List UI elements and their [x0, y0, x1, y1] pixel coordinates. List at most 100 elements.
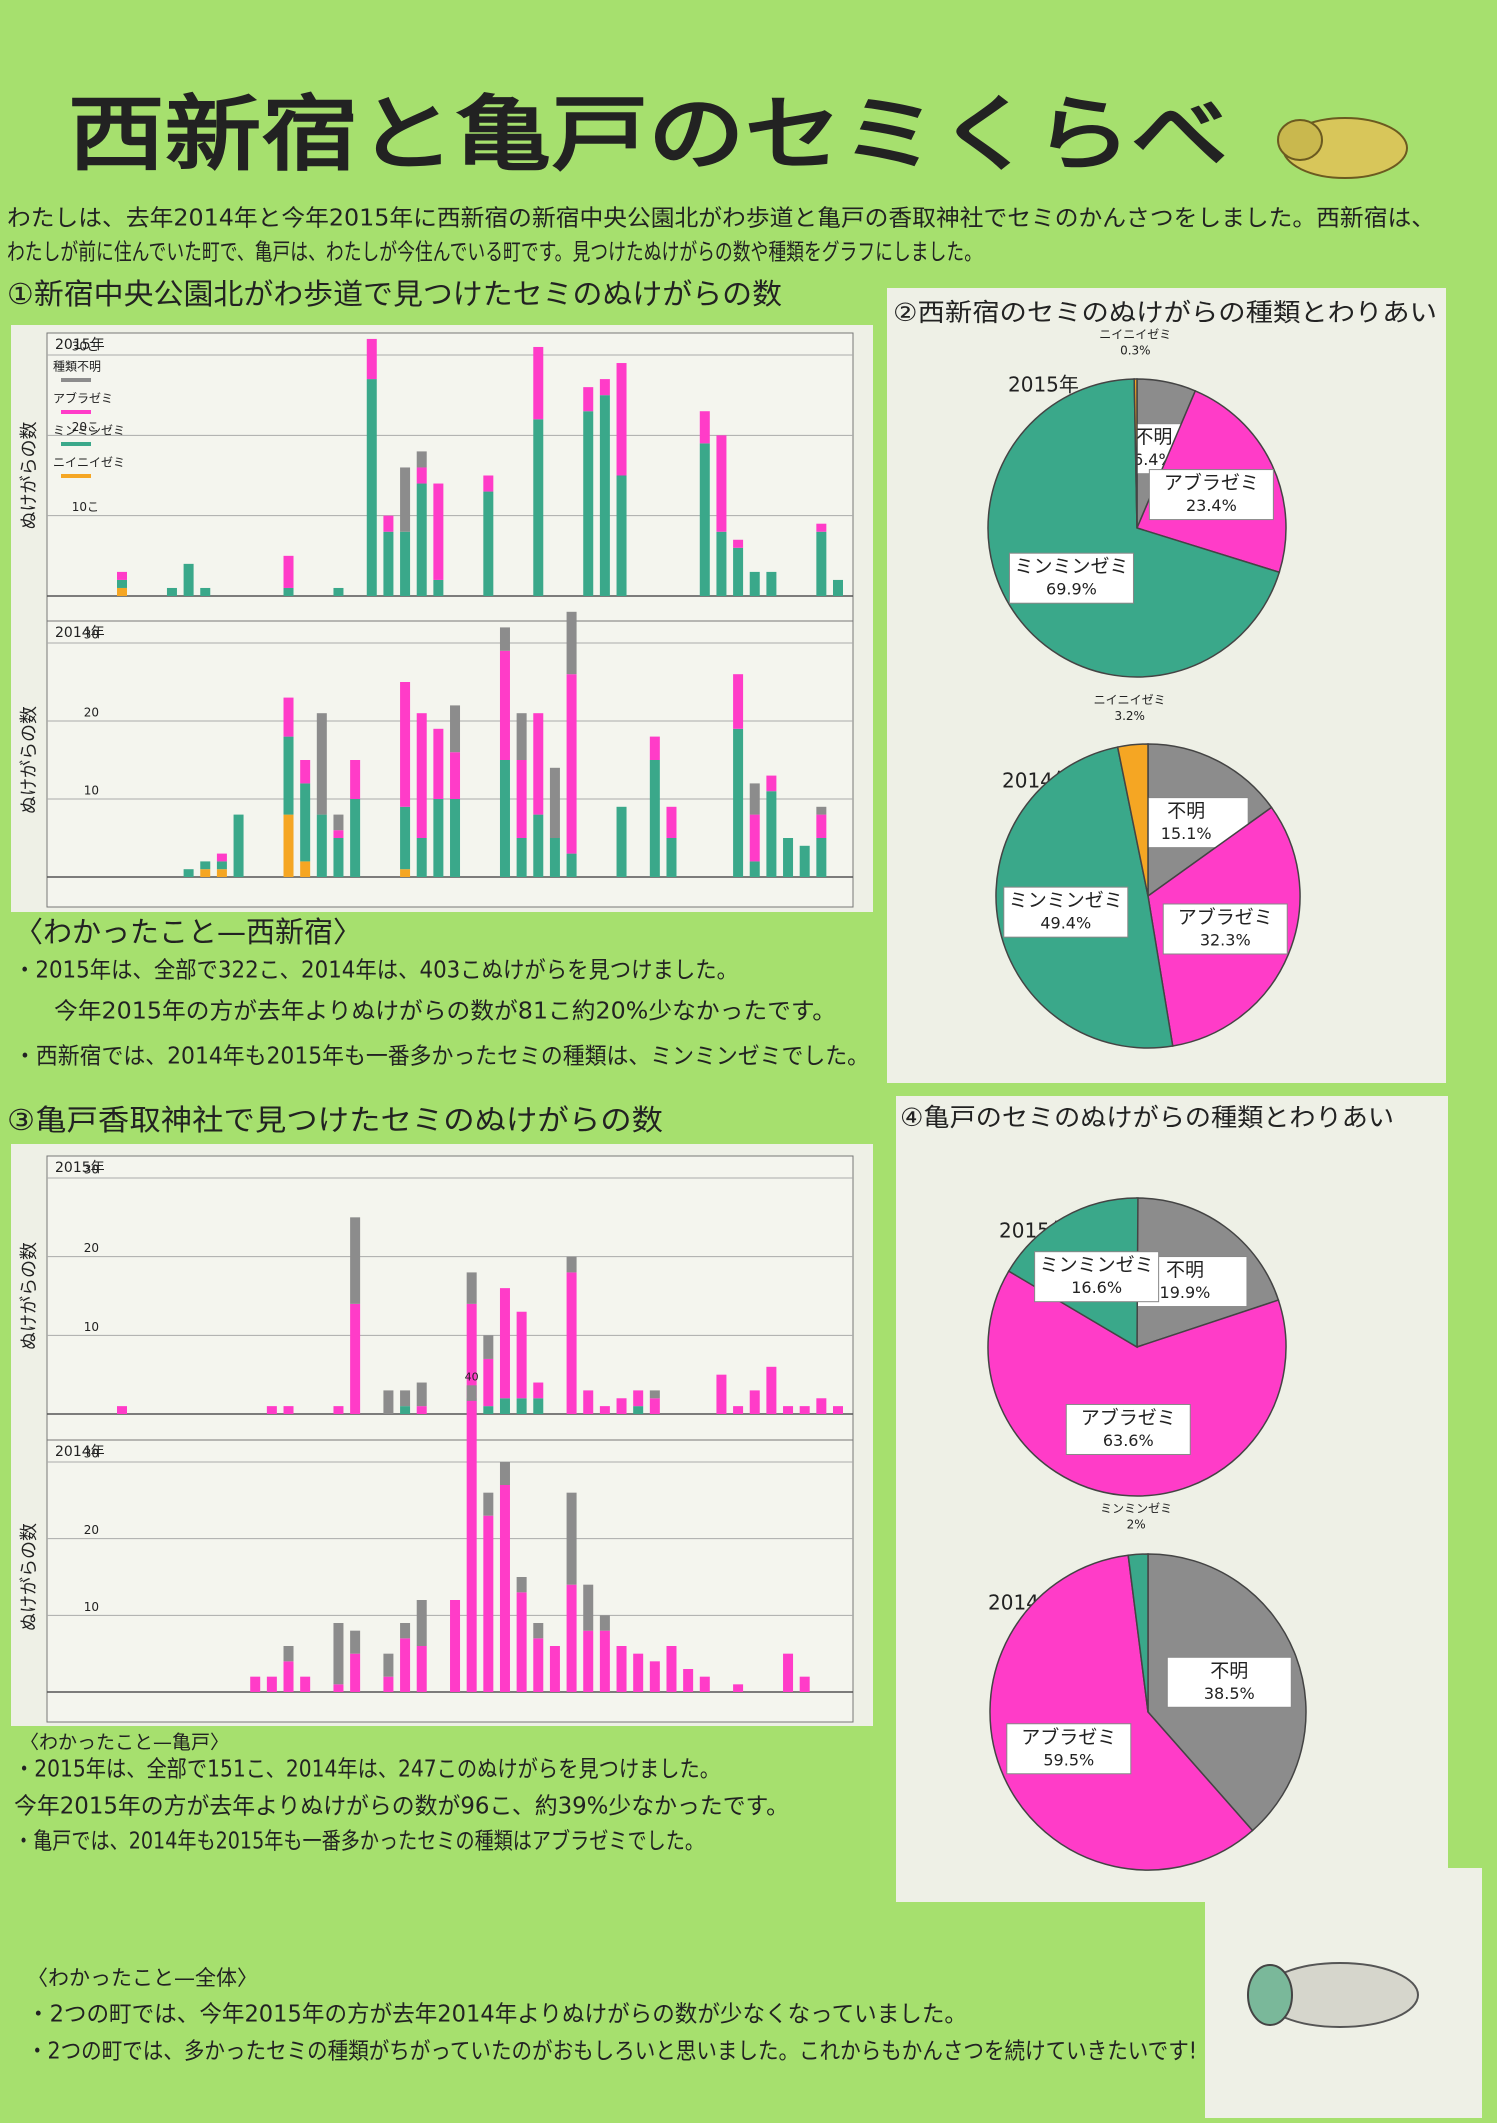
slice-name: ニイニイゼミ — [1094, 693, 1166, 707]
bar-segment — [333, 1623, 344, 1685]
y-tick-label: 10 — [84, 784, 99, 798]
bar-segment — [716, 531, 727, 596]
bar-segment — [533, 1398, 544, 1414]
findings-heading: 〈わかったこと—亀戸〉 — [20, 1732, 229, 1754]
bar-segment — [766, 1366, 777, 1414]
bar-segment — [383, 1653, 394, 1677]
bar-segment — [416, 1382, 427, 1407]
bar-segment — [599, 1630, 610, 1692]
intro-line: わたしは、去年2014年と今年2015年に西新宿の新宿中央公園北がわ歩道と亀戸の… — [7, 206, 1435, 232]
bar-segment — [250, 1676, 261, 1692]
findings-heading: 〈わかったこと—西新宿〉 — [14, 915, 362, 949]
bar-segment — [749, 814, 760, 862]
bar-segment — [616, 363, 627, 476]
bar-segment — [216, 869, 227, 877]
bar-segment — [516, 1398, 527, 1414]
label-box — [1034, 1251, 1160, 1303]
bar-segment — [516, 1592, 527, 1692]
bar-segment — [466, 1303, 477, 1399]
slice-value-label: 38.5% — [1204, 1684, 1255, 1703]
bar-segment — [283, 555, 294, 588]
bar-segment — [516, 1577, 527, 1593]
bar-segment — [816, 838, 827, 877]
bar-segment — [300, 783, 311, 862]
bar-segment — [333, 1684, 344, 1692]
bar-segment — [366, 379, 377, 596]
bar-segment — [649, 1398, 660, 1414]
section-heading: ④亀戸のセミのぬけがらの種類とわりあい — [900, 1103, 1394, 1132]
y-axis-label: ぬけがらの数 — [19, 706, 40, 814]
slice-name: ニイニイゼミ — [1099, 328, 1171, 342]
plot-area — [46, 1439, 854, 1723]
slice-name: アブラゼミ — [1021, 1725, 1116, 1748]
bar-segment — [316, 713, 327, 815]
section-heading: ②西新宿のセミのぬけがらの種類とわりあい — [893, 298, 1437, 327]
slice-value-label: 59.5% — [1043, 1750, 1094, 1769]
section-heading: ③亀戸香取神社で見つけたセミのぬけがらの数 — [7, 1103, 663, 1137]
bar-segment — [450, 1600, 461, 1692]
bar-segment — [400, 531, 411, 596]
bar-segment — [583, 387, 594, 412]
bar-segment — [649, 1661, 660, 1692]
bar-segment — [799, 1676, 810, 1692]
slice-value-label: 3.2% — [1114, 709, 1145, 723]
findings-line: ・西新宿では、2014年も2015年も一番多かったセミの種類は、ミンミンゼミでし… — [14, 1044, 869, 1070]
slice-name: 不明 — [1166, 1259, 1204, 1281]
bar-segment — [499, 1485, 510, 1692]
slice-value-label: 15.1% — [1161, 824, 1212, 843]
y-tick-label: 30こ — [72, 340, 99, 354]
bar-segment — [733, 728, 744, 877]
bar-segment — [266, 1676, 277, 1692]
bar-segment — [816, 1398, 827, 1414]
findings-line: 今年2015年の方が去年よりぬけがらの数が96こ、約39%少なかったです。 — [14, 1794, 789, 1820]
plot-area — [46, 620, 854, 908]
bar-segment — [499, 1288, 510, 1399]
slice-value-label: 0.3% — [1120, 344, 1151, 358]
pie-slice — [1116, 743, 1149, 897]
bar-segment — [483, 475, 494, 492]
bar-segment — [383, 1390, 394, 1414]
bar-segment — [416, 1646, 427, 1692]
bar-segment — [516, 760, 527, 838]
bar-segment — [499, 1398, 510, 1414]
bar-segment — [633, 1406, 644, 1414]
bar-segment — [483, 1335, 494, 1359]
bar-segment — [333, 838, 344, 877]
bar-segment — [350, 760, 361, 799]
bar-segment — [400, 467, 411, 532]
bar-segment — [333, 814, 344, 831]
findings-heading: 〈わかったこと—全体〉 — [27, 1966, 258, 1990]
label-box — [1008, 552, 1134, 604]
legend-label: ニイニイゼミ — [53, 456, 125, 470]
bar-segment — [499, 627, 510, 651]
bar-segment — [483, 1406, 494, 1414]
bar-segment — [733, 1684, 744, 1692]
bar-segment — [599, 1615, 610, 1631]
bar-segment — [400, 1406, 411, 1414]
bar-segment — [416, 467, 427, 484]
bar-segment — [350, 1653, 361, 1692]
label-box — [1003, 886, 1129, 938]
bar-segment — [699, 1676, 710, 1692]
bar-segment — [766, 571, 777, 596]
slice-name: 不明 — [1167, 800, 1205, 822]
chart-title: 2015年 — [55, 337, 105, 353]
bar-segment — [516, 713, 527, 760]
bar-segment — [749, 571, 760, 596]
y-tick-label: 10こ — [72, 500, 99, 514]
bar-segment — [483, 491, 494, 596]
y-tick-label: 20こ — [72, 420, 99, 434]
findings-line: ・2015年は、全部で151こ、2014年は、247このぬけがらを見つけました。 — [14, 1757, 720, 1783]
bar-segment — [799, 845, 810, 877]
bar-segment — [533, 713, 544, 815]
bar-segment — [766, 775, 777, 792]
slice-name: アブラゼミ — [1081, 1406, 1176, 1429]
bar-segment — [816, 814, 827, 838]
bar-segment — [833, 579, 843, 596]
bar-segment — [300, 1676, 311, 1692]
bar-segment — [350, 1303, 361, 1414]
chart-title: 2014年 — [55, 1444, 105, 1460]
intro-line: わたしが前に住んでいた町で、亀戸は、わたしが今住んでいる町です。見つけたぬけがら… — [7, 240, 982, 266]
bar-segment — [117, 579, 127, 588]
